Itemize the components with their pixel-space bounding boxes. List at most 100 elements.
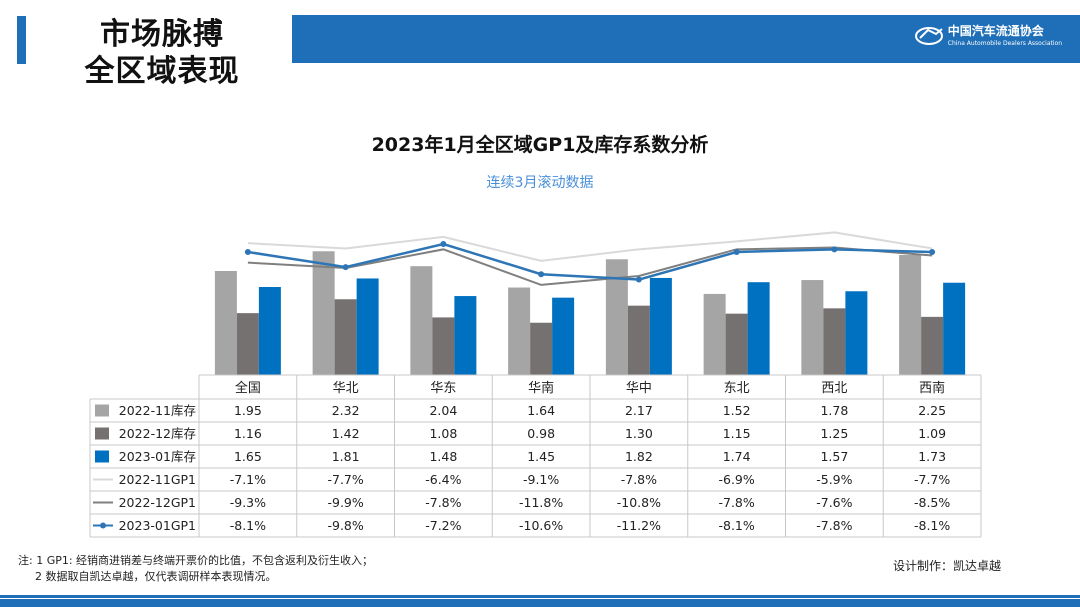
category-label-东北: 东北	[724, 381, 750, 396]
category-label-全国: 全国	[235, 380, 261, 396]
data-label-2022-12GP1-东北: -7.8%	[718, 495, 754, 510]
data-label-2022-11GP1-华中: -7.8%	[621, 472, 657, 487]
bar-2022-11库存-华北	[312, 251, 335, 375]
bar-2022-12库存-全国	[236, 313, 259, 375]
data-label-2022-12GP1-华南: -11.8%	[519, 495, 563, 510]
data-label-2023-01库存-华北: 1.81	[332, 449, 360, 464]
data-label-2023-01GP1-全国: -8.1%	[230, 518, 266, 533]
line-2022-12GP1	[247, 246, 933, 286]
bar-2022-11库存-华东	[410, 266, 433, 375]
data-label-2022-11GP1-全国: -7.1%	[230, 472, 266, 487]
legend-label-2022-12库存: 2022-12库存	[119, 426, 196, 441]
association-logo: 中国汽车流通协会 China Automobile Dealers Associ…	[914, 24, 1062, 48]
data-label-2022-11库存-东北: 1.52	[723, 403, 751, 418]
data-label-2022-12库存-全国: 1.16	[234, 426, 262, 441]
bar-2022-11库存-华中	[605, 259, 628, 375]
data-label-2022-12库存-华中: 1.30	[625, 426, 653, 441]
data-label-2023-01库存-全国: 1.65	[234, 449, 262, 464]
data-label-2022-11库存-西北: 1.78	[820, 403, 848, 418]
point-2023-01GP1-西北	[831, 246, 838, 253]
data-label-2022-11库存-华东: 2.04	[429, 403, 457, 418]
footnote-line1: 注: 1 GP1: 经销商进销差与终端开票价的比值，不包含返利及衍生收入；	[18, 554, 374, 567]
bar-2023-01库存-东北	[747, 282, 770, 375]
data-label-2022-12库存-华东: 1.08	[429, 426, 457, 441]
point-2023-01GP1-西南	[929, 249, 936, 255]
data-label-2022-11库存-华南: 1.64	[527, 403, 555, 418]
legend-label-2022-11GP1: 2022-11GP1	[119, 472, 196, 487]
page-title-line1: 市场脉搏	[100, 17, 224, 52]
data-label-2022-12GP1-西南: -8.5%	[914, 495, 950, 510]
point-2023-01GP1-全国	[244, 249, 251, 255]
data-label-2022-11GP1-西北: -5.9%	[816, 472, 852, 487]
point-2023-01GP1-东北	[733, 249, 740, 255]
data-label-2022-11库存-华北: 2.32	[332, 403, 360, 418]
data-label-2022-11GP1-东北: -6.9%	[718, 472, 754, 487]
data-label-2022-12库存-西南: 1.09	[918, 426, 946, 441]
data-label-2023-01库存-华中: 1.82	[625, 449, 653, 464]
category-label-华北: 华北	[333, 381, 359, 396]
legend-label-2022-12GP1: 2022-12GP1	[119, 495, 196, 510]
category-label-华东: 华东	[430, 381, 456, 396]
bar-2022-11库存-东北	[703, 293, 726, 375]
point-2023-01GP1-华东	[440, 241, 447, 247]
cada-emblem-icon	[914, 27, 943, 45]
logo-name-cn: 中国汽车流通协会	[947, 24, 1044, 38]
bar-2022-11库存-全国	[214, 271, 237, 375]
data-label-2022-11库存-全国: 1.95	[234, 403, 262, 418]
data-label-2023-01GP1-华南: -10.6%	[519, 518, 563, 533]
category-label-西北: 西北	[821, 381, 847, 396]
data-label-2022-11GP1-华南: -9.1%	[523, 472, 559, 487]
gp1-inventory-chart: 全国 华北 华东 华南 华中 东北 西北 西南 2022-11库存 1.95 2.32 2.04 1.6…	[89, 231, 982, 538]
bar-2023-01库存-西南	[943, 282, 966, 375]
point-2023-01GP1-华北	[342, 264, 349, 271]
line-2022-11GP1	[247, 231, 933, 262]
bar-2022-12库存-西南	[921, 316, 944, 375]
bar-2023-01库存-西北	[845, 291, 868, 375]
bar-2022-12库存-华东	[432, 317, 455, 375]
bar-2022-11库存-西南	[899, 255, 922, 375]
data-label-2023-01库存-华南: 1.45	[527, 449, 555, 464]
bar-2023-01库存-华中	[649, 277, 672, 375]
data-label-2022-12GP1-西北: -7.6%	[816, 495, 852, 510]
data-label-2023-01GP1-华中: -11.2%	[617, 518, 661, 533]
data-label-2022-12库存-华南: 0.98	[527, 426, 555, 441]
data-label-2022-12GP1-全国: -9.3%	[230, 495, 266, 510]
legend-key-2022-12库存	[95, 427, 109, 440]
legend-label-2023-01库存: 2023-01库存	[119, 449, 196, 464]
bar-2022-12库存-东北	[725, 313, 748, 375]
data-label-2023-01GP1-华东: -7.2%	[425, 518, 461, 533]
bar-2022-11库存-华南	[508, 287, 531, 375]
chart-title: 2023年1月全区域GP1及库存系数分析	[371, 134, 709, 156]
bar-2022-11库存-西北	[801, 280, 824, 375]
data-label-2022-12库存-东北: 1.15	[723, 426, 751, 441]
page-title: 市场脉搏 全区域表现	[52, 16, 272, 90]
data-label-2022-11GP1-西南: -7.7%	[914, 472, 950, 487]
chart-subtitle: 连续3月滚动数据	[486, 175, 594, 191]
legend-marker-2023-01GP1	[100, 522, 106, 529]
line-2023-01GP1	[247, 242, 933, 281]
logo-name-en: China Automobile Dealers Association	[947, 40, 1062, 47]
data-label-2023-01GP1-西北: -7.8%	[816, 518, 852, 533]
legend-key-2022-11库存	[95, 404, 109, 417]
legend-key-2023-01库存	[95, 450, 109, 463]
bar-2023-01库存-全国	[258, 287, 281, 375]
category-label-西南: 西南	[919, 380, 945, 396]
data-label-2023-01库存-西北: 1.57	[820, 449, 848, 464]
category-label-华中: 华中	[626, 381, 652, 396]
point-2023-01GP1-华南	[538, 271, 545, 278]
data-label-2022-11库存-华中: 2.17	[625, 403, 653, 418]
title-accent-bar	[17, 16, 26, 64]
data-label-2022-12库存-华北: 1.42	[332, 426, 360, 441]
bar-2023-01库存-华北	[356, 278, 379, 375]
data-label-2022-11库存-西南: 2.25	[918, 403, 946, 418]
data-label-2022-12GP1-华北: -9.9%	[327, 495, 363, 510]
category-label-华南: 华南	[528, 380, 554, 396]
data-label-2022-12GP1-华中: -10.8%	[617, 495, 661, 510]
data-label-2022-11GP1-华东: -6.4%	[425, 472, 461, 487]
design-credit: 设计制作：凯达卓越	[893, 559, 1002, 573]
data-label-2023-01库存-华东: 1.48	[429, 449, 457, 464]
footnote: 注: 1 GP1: 经销商进销差与终端开票价的比值，不包含返利及衍生收入； 2 …	[18, 553, 373, 585]
bar-2023-01库存-华东	[454, 296, 477, 375]
footer-band	[0, 595, 1080, 607]
bar-2022-12库存-华中	[627, 305, 650, 375]
